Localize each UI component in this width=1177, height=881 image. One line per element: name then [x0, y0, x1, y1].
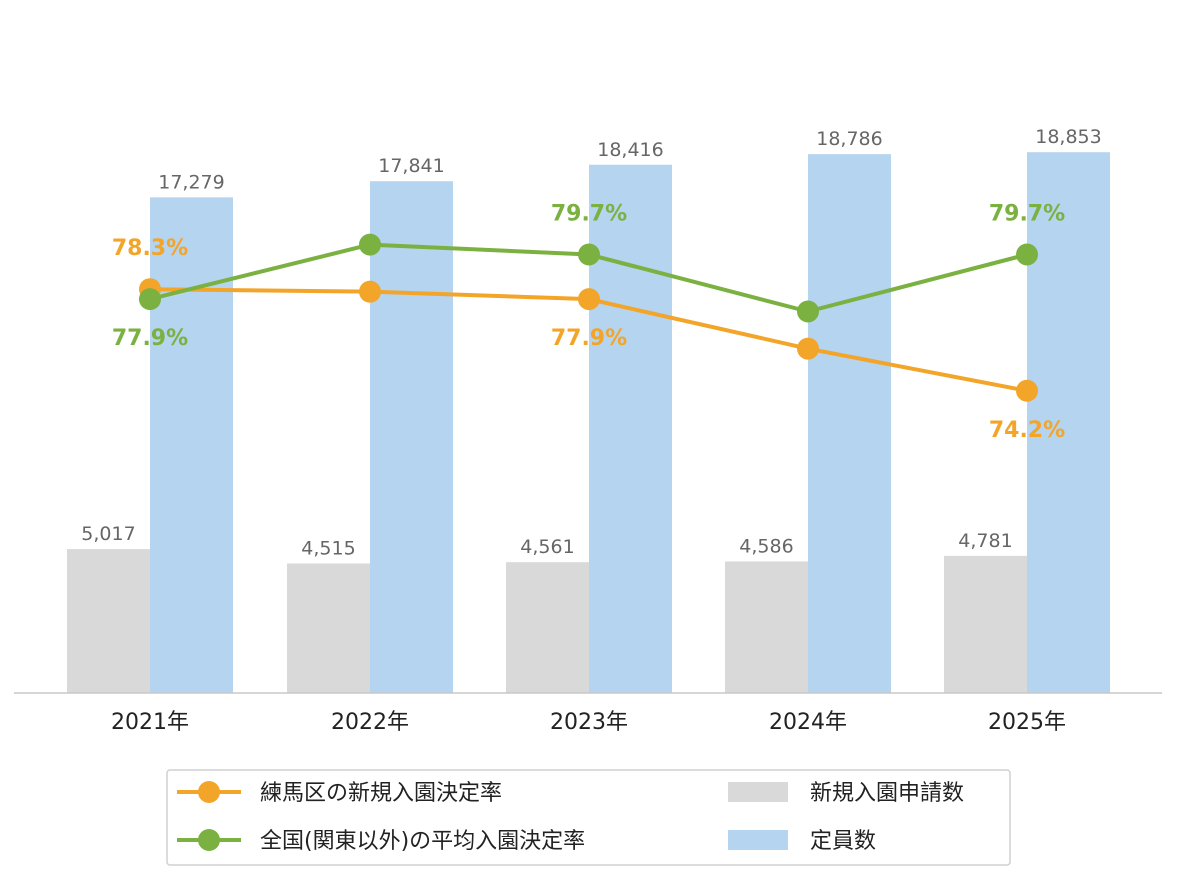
nerima-rate-label: 78.3% — [112, 236, 188, 261]
application-bar — [67, 549, 150, 693]
application-bar-label: 5,017 — [81, 523, 135, 545]
application-bar — [287, 563, 370, 693]
capacity-bar — [589, 164, 672, 693]
legend-capacity-label: 定員数 — [810, 829, 876, 854]
legend-national-marker — [198, 829, 220, 851]
application-bar-label: 4,781 — [958, 530, 1012, 552]
lines-layer — [139, 233, 1038, 402]
legend-nerima-label: 練馬区の新規入園決定率 — [260, 781, 502, 806]
capacity-bar-label: 17,841 — [378, 155, 444, 177]
capacity-bar-label: 18,416 — [597, 139, 663, 161]
capacity-bar — [1027, 152, 1110, 694]
x-tick-label: 2021年 — [111, 710, 189, 735]
capacity-bar — [150, 197, 233, 693]
x-tick-label: 2024年 — [769, 710, 847, 735]
application-bar — [506, 562, 589, 693]
national-rate-point — [359, 233, 381, 256]
legend-box — [166, 769, 1011, 866]
national-rate-point — [139, 288, 161, 311]
application-bar-label: 4,586 — [739, 535, 793, 557]
x-tick-label: 2022年 — [331, 710, 409, 735]
bar-labels-layer: 5,017 4,515 4,561 4,586 4,781 17,279 17,841 18,… — [81, 126, 1101, 559]
national-rate-point — [1016, 243, 1038, 266]
application-bar-label: 4,515 — [301, 537, 355, 559]
capacity-bar — [370, 181, 453, 693]
bars-layer — [67, 152, 1110, 694]
capacity-bar — [808, 154, 891, 693]
rate-labels-layer: 78.3% 77.9% 74.2% 77.9% 79.7% 79.7% — [112, 202, 1065, 443]
application-bar-label: 4,561 — [520, 536, 574, 558]
national-rate-label: 77.9% — [112, 326, 188, 351]
legend-application-label: 新規入園申請数 — [810, 781, 964, 806]
nerima-rate-point — [797, 337, 819, 360]
capacity-bar-label: 17,279 — [158, 171, 224, 193]
nerima-rate-label: 74.2% — [989, 418, 1065, 443]
nerima-rate-point — [578, 288, 600, 311]
x-tick-label: 2025年 — [988, 710, 1066, 735]
application-bar — [725, 561, 808, 693]
capacity-bar-label: 18,853 — [1035, 126, 1101, 148]
national-rate-point — [797, 300, 819, 323]
national-rate-point — [578, 243, 600, 266]
nerima-rate-label: 77.9% — [551, 326, 627, 351]
national-rate-label: 79.7% — [551, 202, 627, 227]
legend-capacity-swatch — [728, 830, 788, 850]
nerima-rate-point — [359, 280, 381, 303]
x-ticks-layer: 2021年 2022年 2023年 2024年 2025年 — [111, 710, 1066, 735]
nerima-rate-point — [1016, 379, 1038, 402]
application-bar — [944, 555, 1027, 693]
legend-application-swatch — [728, 782, 788, 802]
capacity-bar-label: 18,786 — [816, 128, 882, 150]
legend-nerima-marker — [198, 781, 220, 803]
legend-national-label: 全国(関東以外)の平均入園決定率 — [260, 829, 585, 854]
national-rate-label: 79.7% — [989, 202, 1065, 227]
x-tick-label: 2023年 — [550, 710, 628, 735]
